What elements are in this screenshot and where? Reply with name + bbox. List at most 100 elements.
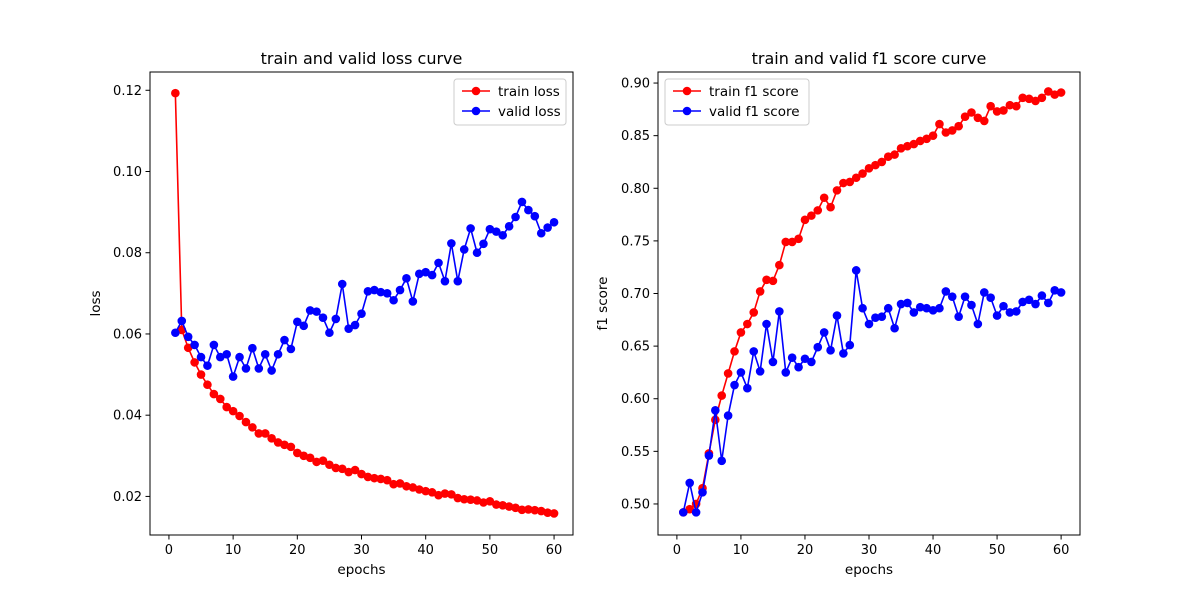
data-point bbox=[973, 113, 983, 123]
data-point bbox=[427, 488, 437, 497]
data-point bbox=[344, 324, 353, 333]
series-valid-f1-score bbox=[678, 266, 1066, 517]
data-point bbox=[691, 508, 701, 517]
x-tick-label: 30 bbox=[861, 543, 878, 558]
data-point bbox=[370, 473, 379, 483]
y-tick-label: 0.08 bbox=[113, 246, 142, 261]
data-point bbox=[273, 349, 283, 359]
data-point bbox=[549, 217, 559, 227]
x-tick-label: 20 bbox=[797, 543, 814, 558]
data-point bbox=[459, 245, 469, 254]
data-point bbox=[858, 169, 867, 178]
data-point bbox=[389, 295, 398, 305]
data-point bbox=[325, 328, 334, 338]
data-point bbox=[280, 335, 289, 345]
data-point bbox=[1044, 298, 1053, 308]
data-point bbox=[723, 411, 733, 420]
data-point bbox=[877, 157, 887, 167]
data-point bbox=[832, 311, 842, 320]
data-point bbox=[864, 163, 874, 173]
data-point bbox=[293, 317, 302, 327]
data-point bbox=[743, 319, 752, 329]
data-point bbox=[414, 485, 424, 494]
data-point bbox=[466, 495, 475, 504]
data-point bbox=[434, 258, 443, 268]
series-line bbox=[682, 90, 1062, 514]
data-point bbox=[183, 332, 193, 342]
data-point bbox=[171, 88, 180, 98]
data-point bbox=[350, 320, 360, 330]
data-point bbox=[267, 366, 276, 375]
data-point bbox=[453, 276, 463, 286]
data-point bbox=[318, 313, 328, 323]
data-point bbox=[215, 394, 225, 404]
data-point bbox=[389, 479, 398, 489]
data-point bbox=[941, 287, 951, 296]
data-point bbox=[376, 287, 386, 297]
data-point bbox=[357, 309, 366, 318]
x-axis-label: epochs bbox=[845, 562, 893, 578]
data-point bbox=[762, 319, 771, 329]
data-point bbox=[871, 160, 880, 170]
data-point bbox=[421, 267, 430, 277]
data-point bbox=[768, 357, 778, 367]
data-point bbox=[717, 391, 727, 400]
data-point bbox=[440, 489, 450, 498]
y-axis-label: f1 score bbox=[595, 277, 611, 331]
data-point bbox=[421, 486, 430, 496]
legend: train f1 score valid f1 score bbox=[664, 78, 810, 126]
data-point bbox=[209, 389, 219, 399]
y-tick-label: 0.04 bbox=[113, 409, 142, 424]
data-point bbox=[183, 343, 193, 353]
data-point bbox=[248, 343, 257, 353]
data-point bbox=[498, 230, 508, 240]
y-tick-label: 0.50 bbox=[621, 497, 650, 512]
data-point bbox=[337, 464, 347, 474]
data-point bbox=[402, 481, 411, 491]
data-point bbox=[171, 328, 180, 338]
data-point bbox=[177, 316, 187, 326]
data-point bbox=[992, 311, 1002, 320]
data-point bbox=[312, 457, 321, 467]
data-point bbox=[877, 312, 887, 321]
data-point bbox=[781, 237, 791, 247]
data-point bbox=[768, 276, 778, 286]
legend-marker bbox=[471, 86, 481, 96]
x-tick-label: 60 bbox=[1053, 543, 1070, 558]
data-point bbox=[960, 112, 970, 122]
data-point bbox=[1011, 101, 1021, 111]
data-point bbox=[928, 131, 938, 140]
y-axis-label: loss bbox=[88, 290, 104, 316]
data-point bbox=[511, 212, 520, 222]
data-point bbox=[896, 299, 906, 309]
data-point bbox=[775, 260, 784, 270]
data-point bbox=[479, 239, 488, 249]
data-point bbox=[858, 303, 867, 313]
data-point bbox=[909, 139, 919, 149]
legend-label: train loss bbox=[498, 84, 560, 100]
data-point bbox=[427, 270, 437, 280]
data-point bbox=[414, 269, 424, 279]
data-point bbox=[536, 506, 546, 516]
data-point bbox=[1005, 308, 1015, 317]
data-point bbox=[967, 300, 976, 310]
data-point bbox=[382, 475, 392, 485]
data-point bbox=[1044, 87, 1053, 96]
plot-f1: 0 10 20 30 40 50 60 0.50 0.55 0.60 0.65 0.70 0.75 0.8… bbox=[595, 49, 1081, 578]
data-point bbox=[504, 502, 514, 511]
data-point bbox=[543, 223, 552, 232]
axes-frame bbox=[657, 71, 1081, 536]
data-point bbox=[922, 134, 931, 144]
plot-title: train and valid f1 score curve bbox=[752, 49, 987, 68]
data-point bbox=[203, 361, 212, 370]
data-point bbox=[845, 177, 855, 187]
data-point bbox=[730, 380, 739, 390]
data-point bbox=[382, 289, 392, 298]
data-point bbox=[749, 308, 759, 317]
data-point bbox=[717, 456, 727, 466]
data-point bbox=[504, 222, 514, 231]
data-point bbox=[935, 303, 944, 313]
data-point bbox=[434, 490, 443, 500]
data-point bbox=[973, 319, 983, 329]
